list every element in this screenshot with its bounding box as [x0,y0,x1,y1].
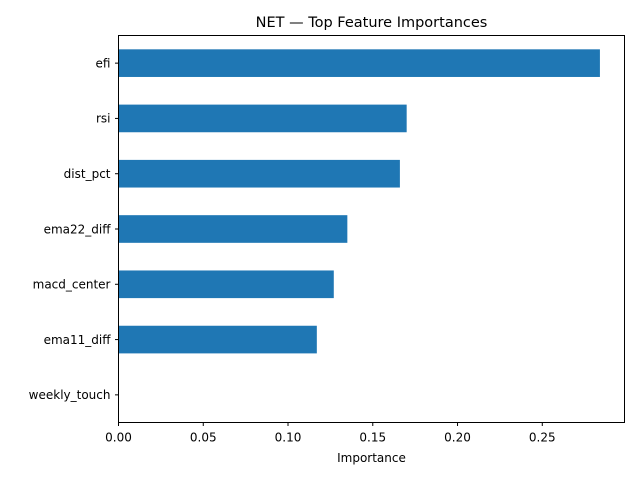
bar-efi [118,49,600,77]
x-tick-label: 0.20 [444,431,471,445]
plot-frame [118,35,625,423]
y-tick-label: weekly_touch [29,388,111,402]
x-axis-label: Importance [337,451,406,465]
y-tick-label: ema22_diff [44,222,112,236]
bar-macd_center [118,270,334,299]
y-tick-label: macd_center [33,278,111,292]
x-axis-ticks: 0.00 0.05 0.10 0.15 0.20 0.25 [105,422,556,445]
x-tick-label: 0.10 [275,431,302,445]
x-tick-label: 0.15 [359,431,386,445]
y-tick-label: dist_pct [64,167,111,181]
y-tick-label: rsi [96,112,111,126]
x-tick-label: 0.00 [105,431,132,445]
bar-dist_pct [118,159,400,188]
x-tick-label: 0.05 [190,431,217,445]
bar-ema11_diff [118,325,317,354]
y-tick-label: ema11_diff [44,333,112,347]
bar-rsi [118,104,407,133]
bars-group [118,49,600,354]
y-tick-label: efi [96,56,111,70]
chart-title: NET — Top Feature Importances [256,15,488,31]
x-tick-label: 0.25 [529,431,556,445]
bar-ema22_diff [118,215,348,243]
y-axis-ticks: efi rsi dist_pct ema22_diff macd_center ema11… [29,56,119,402]
